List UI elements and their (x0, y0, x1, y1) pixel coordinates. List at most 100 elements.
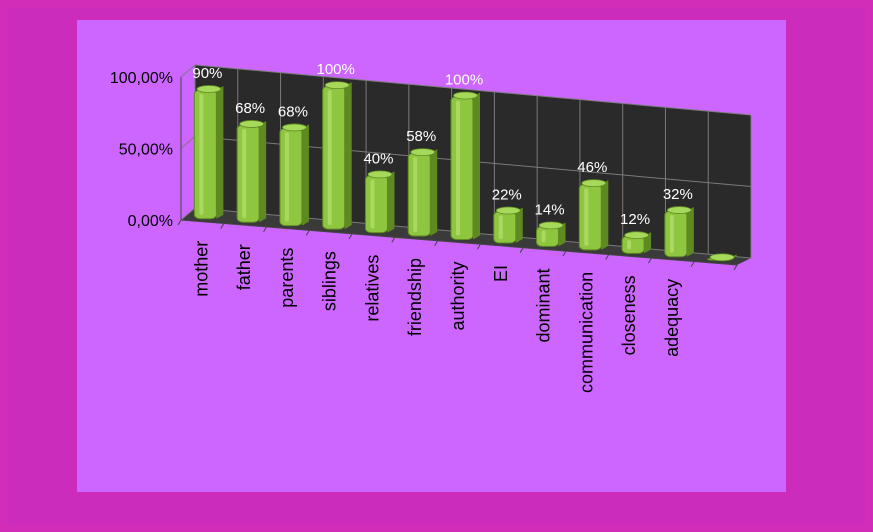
x-axis-line (180, 219, 738, 266)
bar-body (407, 152, 431, 237)
bar-body (578, 183, 602, 251)
bar (664, 206, 694, 258)
bar-body (536, 225, 560, 247)
category-label: parents (277, 248, 297, 308)
bar-side (686, 207, 694, 257)
bar-highlight (413, 157, 418, 233)
x-tick-mark (476, 243, 481, 250)
bar-side (430, 149, 438, 237)
bar-top (581, 179, 607, 188)
y-tick-label: 50,00% (119, 142, 173, 159)
bar-top (538, 221, 564, 230)
bar (450, 91, 480, 240)
x-tick-mark (690, 261, 695, 267)
bar-top (282, 123, 307, 132)
data-label: 58% (406, 128, 436, 145)
bar-side (216, 86, 224, 219)
bar (578, 179, 609, 251)
bar-highlight (370, 179, 375, 229)
bar-top (239, 120, 265, 128)
x-tick-mark (348, 233, 353, 240)
bar-side (601, 180, 609, 250)
bar-side (558, 222, 566, 247)
bar-side (344, 82, 352, 230)
bar (236, 120, 267, 223)
bar (493, 206, 523, 244)
bar-highlight (627, 240, 632, 250)
bar-body (364, 174, 388, 234)
bar-side (387, 171, 395, 233)
gridline-connector (180, 207, 196, 221)
bar-body (664, 210, 688, 258)
category-label: mother (191, 241, 211, 297)
bar-top (410, 148, 436, 156)
bar (407, 148, 438, 237)
bar-highlight (498, 215, 503, 239)
gridline-connector (180, 136, 196, 149)
bar-body (279, 127, 303, 227)
bar-top (367, 170, 393, 179)
category-label: adequacy (662, 279, 682, 357)
category-label: authority (448, 262, 468, 331)
column-chart: 0,00% 50,00% 100,00% 90% mother 68% father 68% p… (110, 61, 752, 393)
category-label: father (234, 244, 254, 290)
bar (193, 85, 224, 220)
x-tick-mark (605, 254, 610, 260)
data-label: 90% (192, 65, 222, 82)
x-tick-mark (562, 250, 567, 257)
data-label: 12% (620, 211, 650, 228)
bar-side (259, 120, 267, 223)
data-label: 14% (535, 201, 565, 218)
x-tick-mark (519, 247, 524, 253)
bar-body (193, 89, 217, 220)
data-label: 100% (445, 72, 483, 89)
data-label: 22% (492, 187, 522, 204)
gridline (194, 64, 752, 116)
x-tick-mark (434, 240, 439, 247)
bar-side (473, 92, 480, 240)
category-label: EI (491, 265, 511, 282)
category-label: dominant (534, 268, 554, 342)
x-tick-mark (733, 264, 738, 271)
bar-highlight (242, 128, 247, 219)
x-tick-mark (220, 223, 225, 229)
bar (322, 81, 352, 230)
data-label: 32% (663, 186, 693, 203)
category-label: relatives (362, 255, 382, 322)
bar (621, 231, 652, 254)
bar-top (624, 231, 649, 240)
bar-highlight (584, 188, 589, 246)
bar-body (450, 96, 474, 240)
gridline-connector (180, 64, 196, 78)
bar-side (301, 124, 309, 226)
x-tick-mark (263, 226, 267, 233)
category-label: communication (576, 272, 596, 393)
bar-highlight (199, 94, 204, 215)
data-label: 100% (317, 61, 355, 78)
bar-top (495, 206, 521, 215)
plot-area: 0,00% 50,00% 100,00% 90% mother 68% father 68% p… (77, 20, 786, 492)
bar-top (196, 85, 222, 93)
category-label: siblings (320, 251, 340, 311)
bar-body (493, 211, 517, 244)
x-tick-mark (648, 257, 652, 264)
bar-body (322, 85, 346, 230)
bar (364, 170, 395, 234)
bar (707, 253, 737, 262)
bar-top (709, 253, 735, 262)
data-label: 46% (577, 159, 607, 176)
y-tick-label: 0,00% (128, 213, 173, 230)
bar-body (236, 124, 260, 223)
x-tick-mark (391, 237, 396, 243)
bar (536, 221, 566, 247)
bar-highlight (327, 90, 332, 226)
x-tick-mark (305, 230, 310, 236)
bar-highlight (541, 230, 546, 243)
category-label: friendship (405, 258, 425, 336)
data-label: 68% (235, 100, 265, 117)
category-label: closeness (619, 275, 639, 355)
bar (279, 123, 309, 227)
bar-highlight (456, 100, 460, 236)
bar-top (453, 91, 478, 100)
y-tick-label: 100,00% (110, 70, 173, 87)
